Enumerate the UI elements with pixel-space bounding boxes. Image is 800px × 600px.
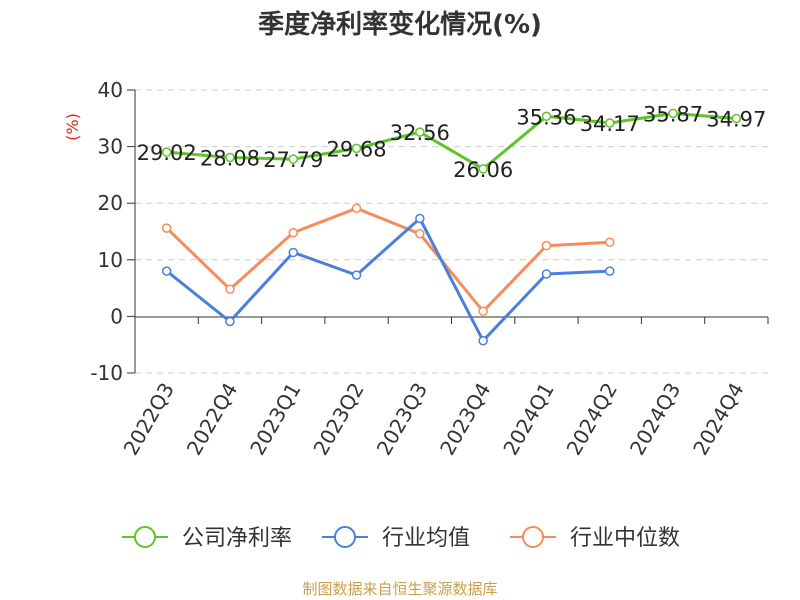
data-label: 35.36 [516,105,576,129]
x-tick-label: 2023Q1 [245,379,305,460]
legend-label: 行业均值 [382,526,470,551]
data-point [288,154,298,164]
legend: 公司净利率 行业均值 行业中位数 [122,526,680,551]
y-tick-label: 40 [98,78,123,102]
y-tick-label: 10 [98,248,123,272]
x-tick-label: 2024Q4 [688,379,748,460]
x-tick-label: 2023Q4 [435,379,495,460]
data-point [541,240,552,251]
data-point [605,118,615,128]
data-point [541,269,552,279]
data-point [541,111,552,122]
y-axis-title: (%) [63,113,82,141]
data-point [161,147,172,157]
series-line [165,217,610,343]
legend-marker [134,526,156,548]
y-tick-label: 30 [98,135,123,159]
data-point [351,143,362,154]
data-point [478,164,488,174]
x-tick-label: 2022Q3 [119,379,179,460]
data-label: 26.06 [453,158,513,182]
data-point [161,223,172,233]
data-label: 32.56 [390,121,450,145]
data-point [288,247,298,258]
data-point [605,237,615,248]
data-label: 35.87 [643,102,703,126]
x-tick-label: 2022Q4 [182,379,242,460]
data-point [478,335,488,346]
y-tick-label: -10 [90,361,123,385]
data-label: 29.68 [326,137,386,161]
data-point [668,108,678,119]
data-point [225,152,235,163]
x-tick-label: 2023Q2 [308,379,368,460]
data-label: 34.17 [580,112,640,136]
y-tick-label: 20 [98,191,123,215]
data-point [478,306,488,317]
data-point [351,203,362,214]
data-label: 29.02 [137,141,197,165]
data-point [225,284,235,294]
legend-label: 公司净利率 [182,526,292,551]
data-point [351,270,362,280]
grid-layer [135,89,768,374]
data-label: 27.79 [263,148,323,172]
data-point [415,213,425,224]
data-point [605,266,615,276]
data-label: 28.08 [200,146,260,170]
y-tick-label: 0 [110,304,123,328]
source-note: 制图数据来自恒生聚源数据库 [302,580,498,598]
data-point [225,316,235,327]
chart-title: 季度净利率变化情况(%) [258,10,542,40]
x-tick-label: 2024Q2 [562,379,622,460]
series-line [166,111,737,171]
data-point [731,113,742,124]
x-tick-label: 2024Q1 [498,379,558,460]
data-point [288,227,298,238]
data-point [415,127,425,137]
legend-marker [522,526,544,548]
series-line [165,206,610,313]
data-point [161,266,172,276]
x-tick-label: 2024Q3 [625,379,685,460]
x-tick-label: 2023Q3 [372,379,432,460]
data-label: 34.97 [706,107,766,131]
legend-label: 行业中位数 [570,526,680,551]
legend-marker [334,526,356,548]
data-point [415,229,425,239]
series-layer [161,108,742,346]
